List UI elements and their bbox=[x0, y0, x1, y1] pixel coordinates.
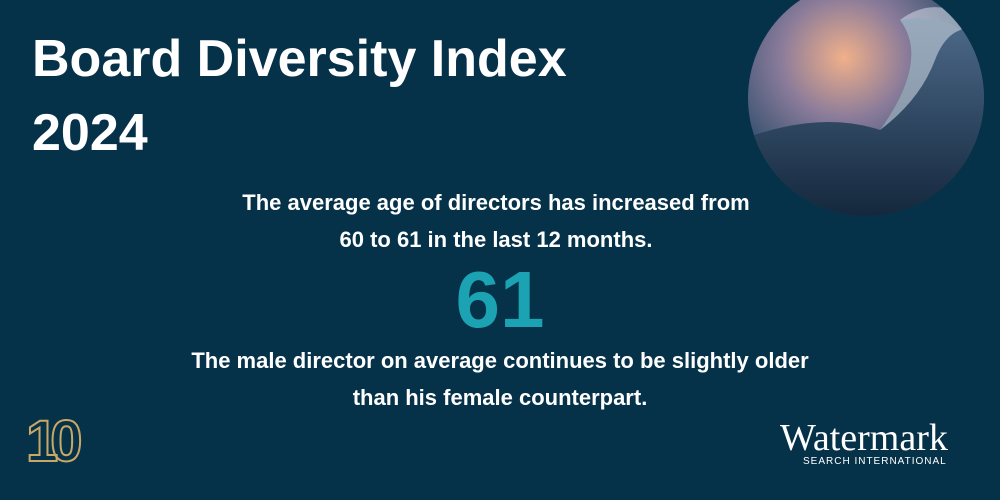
title-line: 2024 bbox=[32, 104, 148, 162]
note: The male director on average continues t… bbox=[0, 342, 1000, 416]
anniversary-badge: 10 bbox=[25, 409, 83, 475]
highlight-number: 61 bbox=[455, 255, 545, 344]
brand-name: Watermark bbox=[780, 417, 948, 459]
brand-tagline: SEARCH INTERNATIONAL bbox=[803, 456, 947, 467]
statement-line: The average age of directors has increas… bbox=[242, 190, 750, 215]
statement: The average age of directors has increas… bbox=[0, 184, 996, 258]
title-line: Board Diversity Index bbox=[32, 30, 567, 88]
statement-line: 60 to 61 in the last 12 months. bbox=[339, 227, 653, 252]
title: Board Diversity Index 2024 bbox=[32, 22, 567, 170]
note-line: The male director on average continues t… bbox=[191, 348, 809, 373]
note-line: than his female counterpart. bbox=[352, 385, 648, 410]
